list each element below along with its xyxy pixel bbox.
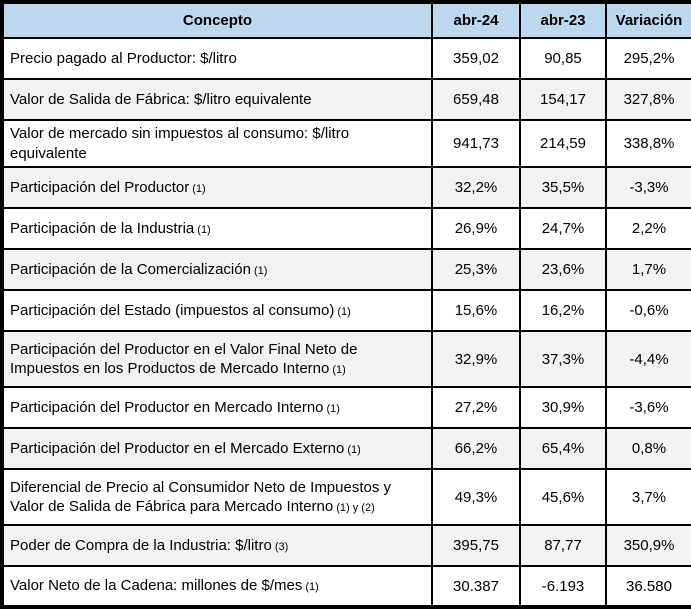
table-row-participacion-productor-valor-final: Participación del Productor en el Valor … [1,330,691,388]
concepto-cell: Valor Neto de la Cadena: millones de $/m… [1,565,433,608]
footnote-marker: (1) [326,402,340,415]
variacion-cell: 2,2% [605,207,691,250]
concepto-text: Participación del Estado (impuestos al c… [10,301,335,319]
footnote-marker: (1) [347,443,361,456]
col-header-abr23: abr-23 [519,1,607,39]
concepto-cell: Precio pagado al Productor: $/litro [1,37,433,80]
header-row: Concepto abr-24 abr-23 Variación [1,1,691,39]
abr23-cell: 154,17 [519,78,607,121]
concepto-text: Poder de Compra de la Industria: $/litro [10,536,272,554]
abr23-cell: 30,9% [519,386,607,429]
abr24-cell: 66,2% [431,427,521,470]
footnote-marker: (1) [192,182,206,195]
concepto-cell: Participación de la Industria (1) [1,207,433,250]
concepto-text: Precio pagado al Productor: $/litro [10,49,237,67]
concepto-text: Participación del Productor en el Mercad… [10,439,345,457]
variacion-cell: 350,9% [605,524,691,567]
abr24-cell: 659,48 [431,78,521,121]
variacion-cell: 295,2% [605,37,691,80]
concepto-text: Valor de Salida de Fábrica: $/litro equi… [10,90,312,108]
footnote-marker: (1) [337,305,351,318]
footnote-marker: (1) [197,223,211,236]
table-row-participacion-productor-mercado-interno: Participación del Productor en Mercado I… [1,386,691,429]
table-row-valor-mercado: Valor de mercado sin impuestos al consum… [1,119,691,168]
abr24-cell: 395,75 [431,524,521,567]
abr23-cell: -6.193 [519,565,607,608]
concepto-text: Valor de mercado sin impuestos al consum… [10,125,350,162]
concepto-text: Participación del Productor [10,178,190,196]
abr24-cell: 15,6% [431,289,521,332]
table-row-poder-compra-industria: Poder de Compra de la Industria: $/litro… [1,524,691,567]
concepto-cell: Participación de la Comercialización (1) [1,248,433,291]
abr23-cell: 90,85 [519,37,607,80]
concepto-cell: Valor de mercado sin impuestos al consum… [1,119,433,168]
table-row-diferencial-precio: Diferencial de Precio al Consumidor Neto… [1,468,691,526]
abr24-cell: 49,3% [431,468,521,526]
variacion-cell: 36.580 [605,565,691,608]
abr24-cell: 30.387 [431,565,521,608]
abr23-cell: 24,7% [519,207,607,250]
concepto-text: Participación de la Comercialización [10,260,251,278]
abr24-cell: 25,3% [431,248,521,291]
abr24-cell: 32,2% [431,166,521,209]
concepto-text: Diferencial de Precio al Consumidor Neto… [10,478,392,516]
variacion-cell: -3,3% [605,166,691,209]
concepto-text: Participación de la Industria [10,219,195,237]
abr23-cell: 87,77 [519,524,607,567]
footnote-marker: (1) y (2) [336,502,375,514]
col-header-concepto: Concepto [1,1,433,39]
table-row-valor-neto-cadena: Valor Neto de la Cadena: millones de $/m… [1,565,691,608]
col-header-abr24: abr-24 [431,1,521,39]
concepto-cell: Valor de Salida de Fábrica: $/litro equi… [1,78,433,121]
table-row-participacion-comercializacion: Participación de la Comercialización (1) … [1,248,691,291]
concepto-cell: Participación del Estado (impuestos al c… [1,289,433,332]
table-row-valor-salida-fabrica: Valor de Salida de Fábrica: $/litro equi… [1,78,691,121]
concepto-text: Participación del Productor en Mercado I… [10,398,324,416]
col-header-variacion: Variación [605,1,691,39]
variacion-cell: 327,8% [605,78,691,121]
footnote-marker: (1) [253,264,268,277]
concepto-cell: Poder de Compra de la Industria: $/litro… [1,524,433,567]
abr23-cell: 23,6% [519,248,607,291]
concepto-text: Participación del Productor en el Valor … [10,340,358,378]
variacion-cell: -4,4% [605,330,691,388]
abr23-cell: 45,6% [519,468,607,526]
concepto-cell: Participación del Productor en el Valor … [1,330,433,388]
table-row-participacion-productor-mercado-externo: Participación del Productor en el Mercad… [1,427,691,470]
abr23-cell: 37,3% [519,330,607,388]
abr23-cell: 65,4% [519,427,607,470]
table-row-participacion-productor: Participación del Productor (1) 32,2% 35,… [1,166,691,209]
abr24-cell: 26,9% [431,207,521,250]
concepto-cell: Participación del Productor (1) [1,166,433,209]
variacion-cell: -0,6% [605,289,691,332]
concepto-cell: Participación del Productor en Mercado I… [1,386,433,429]
footnote-marker: (3) [274,540,289,553]
abr23-cell: 35,5% [519,166,607,209]
variacion-cell: 3,7% [605,468,691,526]
abr23-cell: 214,59 [519,119,607,168]
variacion-cell: 338,8% [605,119,691,168]
variacion-cell: -3,6% [605,386,691,429]
variacion-cell: 0,8% [605,427,691,470]
concepto-cell: Participación del Productor en el Mercad… [1,427,433,470]
concepto-cell: Diferencial de Precio al Consumidor Neto… [1,468,433,526]
abr24-cell: 27,2% [431,386,521,429]
footnote-marker: (1) [332,364,346,376]
footnote-marker: (1) [305,581,319,594]
table-row-participacion-industria: Participación de la Industria (1) 26,9% 2… [1,207,691,250]
variacion-cell: 1,7% [605,248,691,291]
abr24-cell: 32,9% [431,330,521,388]
abr23-cell: 16,2% [519,289,607,332]
abr24-cell: 941,73 [431,119,521,168]
abr24-cell: 359,02 [431,37,521,80]
table-row-precio-productor: Precio pagado al Productor: $/litro 359,… [1,37,691,80]
table-row-participacion-estado: Participación del Estado (impuestos al c… [1,289,691,332]
concepto-text: Valor Neto de la Cadena: millones de $/m… [10,577,303,595]
